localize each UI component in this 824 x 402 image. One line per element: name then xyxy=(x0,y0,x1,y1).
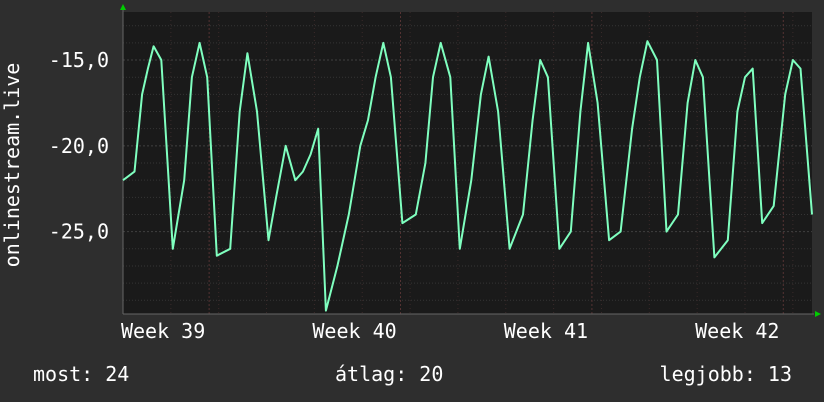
x-tick-label: Week 42 xyxy=(695,319,779,343)
stat-current: most: 24 xyxy=(33,362,130,386)
y-axis-arrow xyxy=(120,4,126,10)
y-axis-title: onlinestream.live xyxy=(0,63,24,268)
tick-label-layer: -15,0 -20,0 -25,0 Week 39 Week 40 Week 41 Week… xyxy=(49,48,780,343)
x-tick-label: Week 40 xyxy=(312,319,396,343)
x-tick-label: Week 39 xyxy=(121,319,205,343)
y-tick-label: -20,0 xyxy=(49,134,109,158)
series-line xyxy=(122,40,813,312)
stat-best: legjobb: 13 xyxy=(659,362,792,386)
x-axis-arrow xyxy=(815,311,821,317)
y-tick-label: -15,0 xyxy=(49,48,109,72)
stat-average: átlag: 20 xyxy=(335,362,444,386)
series-layer xyxy=(122,40,813,312)
grid-layer xyxy=(122,12,812,314)
axis-layer xyxy=(120,4,821,317)
y-tick-label: -25,0 xyxy=(49,220,109,244)
x-tick-label: Week 41 xyxy=(504,319,588,343)
